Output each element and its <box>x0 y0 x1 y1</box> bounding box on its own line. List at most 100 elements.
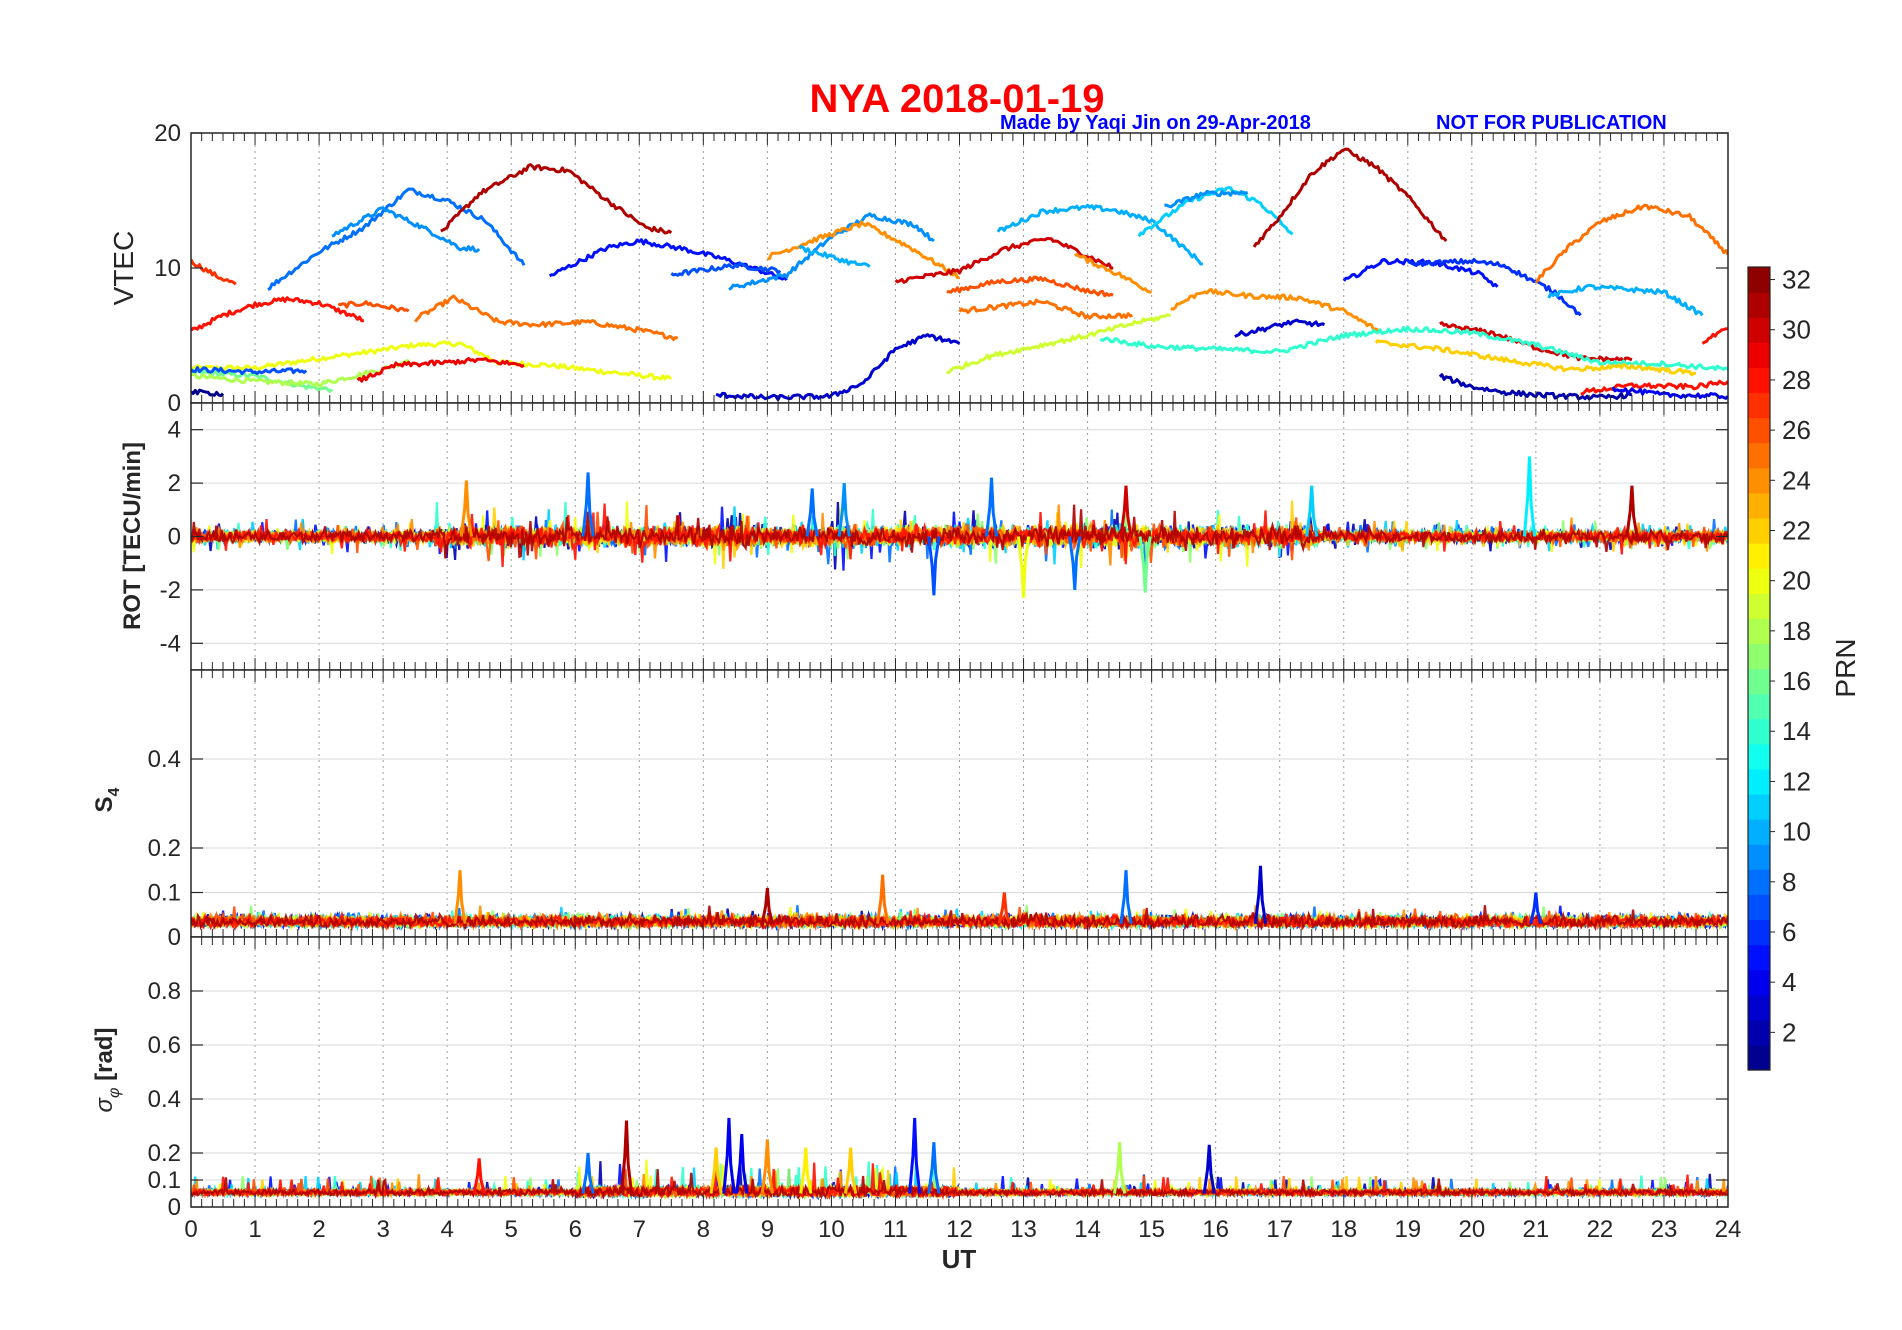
x-tick-label: 23 <box>1651 1216 1678 1243</box>
colorbar-cell <box>1748 919 1770 946</box>
x-tick-label: 24 <box>1715 1216 1742 1243</box>
sigma-spike <box>760 1139 774 1194</box>
colorbar-tick-label: 22 <box>1782 515 1811 545</box>
vtec-series-line <box>958 298 1133 320</box>
y-tick-label: 0 <box>168 924 181 951</box>
credit-text: Made by Yaqi Jin on 29-Apr-2018 <box>1000 112 1311 134</box>
colorbar-tick-label: 20 <box>1782 566 1811 596</box>
vtec-series-line <box>191 258 237 286</box>
colorbar-cell <box>1748 718 1770 745</box>
x-tick-label: 9 <box>761 1216 774 1243</box>
colorbar-cell <box>1748 668 1770 695</box>
s4-y-ticks: 0 0.1 0.2 0.4 <box>148 746 1728 951</box>
y-tick-label: 0 <box>168 524 181 551</box>
sigma-y-label: σφ [rad] <box>91 1028 123 1113</box>
sigma-grid <box>191 937 1728 1207</box>
vtec-series-line <box>1099 325 1728 372</box>
colorbar-cell <box>1748 568 1770 594</box>
rot-spike <box>459 480 473 537</box>
colorbar-cell <box>1748 693 1770 720</box>
colorbar-cell <box>1748 442 1770 469</box>
colorbar-cell <box>1748 944 1770 971</box>
colorbar-cell <box>1748 869 1770 895</box>
colorbar-cell <box>1748 367 1770 394</box>
sigma-spike <box>844 1147 858 1194</box>
colorbar-cell <box>1748 894 1770 921</box>
vtec-series-line <box>440 163 673 235</box>
s4-spike <box>453 870 467 924</box>
vtec-series-line <box>191 340 673 381</box>
rot-spike <box>1522 456 1537 537</box>
vtec-x-ticks <box>190 133 1729 403</box>
notice-text: NOT FOR PUBLICATION <box>1436 112 1667 134</box>
vtec-series-line <box>1439 321 1633 363</box>
colorbar-cell <box>1748 417 1770 444</box>
colorbar-tick-label: 24 <box>1782 465 1811 495</box>
colorbar-cell <box>1748 768 1770 795</box>
x-tick-label: 13 <box>1010 1216 1037 1243</box>
colorbar-tick-label: 6 <box>1782 917 1796 947</box>
x-tick-label: 14 <box>1074 1216 1101 1243</box>
colorbar-tick-label: 12 <box>1782 766 1811 796</box>
y-tick-label: 0.4 <box>148 746 181 773</box>
colorbar-cell <box>1748 793 1770 820</box>
colorbar-cell <box>1748 969 1770 996</box>
x-tick-label: 22 <box>1587 1216 1614 1243</box>
sigma-spike <box>799 1147 813 1194</box>
x-tick-label: 19 <box>1394 1216 1421 1243</box>
rot-spike <box>1119 485 1133 537</box>
s4-spike <box>1529 892 1543 925</box>
colorbar-cell <box>1748 819 1770 845</box>
x-tick-label: 5 <box>505 1216 518 1243</box>
vtec-series-line <box>1407 258 1582 317</box>
sigma-series-line <box>191 1169 1728 1200</box>
rot-spike <box>1625 485 1639 537</box>
colorbar-tick-label: 28 <box>1782 365 1811 395</box>
y-tick-label: 0.8 <box>148 978 181 1005</box>
y-tick-label: 0 <box>168 390 181 417</box>
s4-grid <box>191 670 1728 937</box>
sigma-phi-panel: 00.10.20.40.60.8 0 1 2 3 4 5 6 7 8 9 10 11 12 13 14 15 1… <box>91 936 1741 1274</box>
rot-x-ticks <box>190 403 1729 670</box>
vtec-series-line <box>191 358 410 388</box>
vtec-series-line <box>1374 339 1697 377</box>
rot-spike <box>1016 536 1031 598</box>
chart-title: NYA 2018-01-19 <box>809 77 1104 121</box>
vtec-series-line <box>1534 203 1728 284</box>
vtec-series-line <box>728 212 935 291</box>
colorbar-tick-label: 26 <box>1782 415 1811 445</box>
rot-spike <box>1305 485 1319 537</box>
rot-y-label: ROT [TECU/min] <box>119 442 146 630</box>
vtec-series-line <box>798 245 871 268</box>
vtec-series-line <box>946 313 1171 375</box>
sigma-spike <box>735 1134 749 1194</box>
rot-spike <box>927 536 941 596</box>
sigma-spike <box>619 1120 634 1194</box>
colorbar-tick-label: 30 <box>1782 315 1811 345</box>
vtec-y-label: VTEC <box>108 231 139 306</box>
colorbar-cell <box>1748 844 1770 870</box>
vtec-series-line <box>1580 379 1728 396</box>
vtec-panel: 0 10 20 VTEC <box>108 120 1729 417</box>
x-tick-label: 18 <box>1330 1216 1357 1243</box>
x-tick-label: 6 <box>569 1216 582 1243</box>
s4-series <box>191 865 1728 932</box>
vtec-series-line <box>413 294 679 341</box>
x-tick-label: 10 <box>818 1216 845 1243</box>
rot-y-ticks: -4 -2 0 2 4 <box>160 417 1728 657</box>
colorbar-cell <box>1748 267 1770 293</box>
sigma-spike <box>472 1158 486 1194</box>
vtec-series-line <box>996 203 1203 266</box>
rot-spike <box>805 488 819 537</box>
sigma-x-ticks: 0 1 2 3 4 5 6 7 8 9 10 11 12 13 14 15 16 17 18 19 20 21 22 23 24 <box>184 937 1741 1243</box>
colorbar-tick-label: 10 <box>1782 817 1811 847</box>
y-tick-label: 4 <box>168 417 181 444</box>
s4-spike <box>997 892 1011 925</box>
sigma-spike <box>722 1117 736 1194</box>
vtec-series-line <box>1170 288 1384 334</box>
x-tick-label: 15 <box>1138 1216 1165 1243</box>
rot-spike <box>1068 536 1082 590</box>
y-tick-label: 10 <box>154 255 181 282</box>
rot-spike <box>837 483 851 537</box>
sigma-spike <box>1202 1144 1216 1194</box>
